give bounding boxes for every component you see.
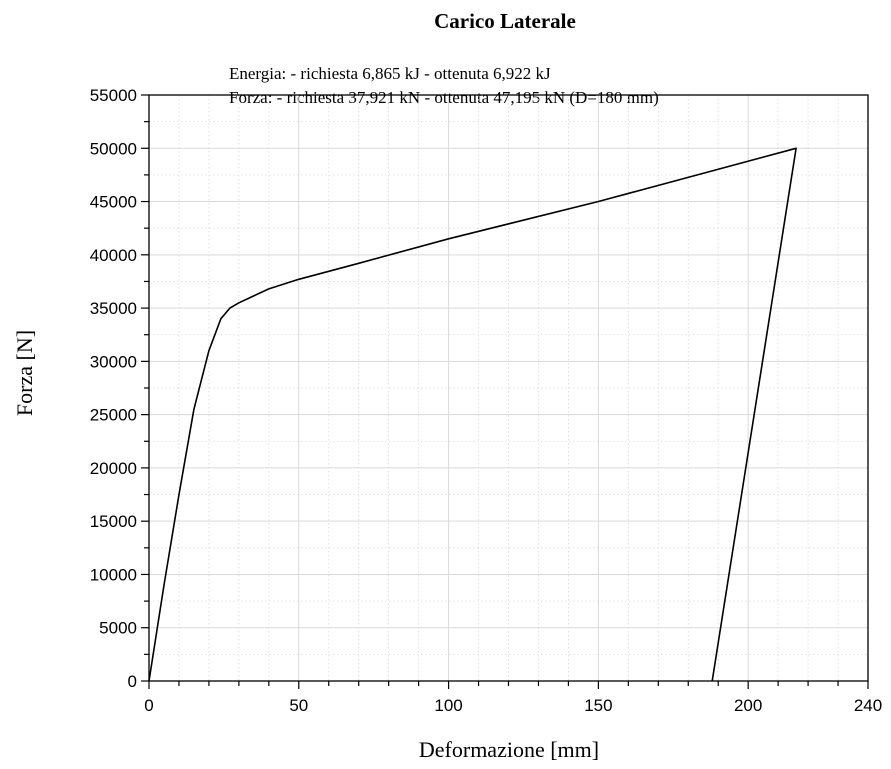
- x-tick-label: 150: [584, 696, 612, 715]
- y-axis: 0 5000 10000 15000 20000 25000 30000 35000 40000…: [90, 86, 149, 691]
- annotation-force: Forza: - richiesta 37,921 kN - ottenuta …: [229, 88, 659, 107]
- y-tick-label: 10000: [90, 565, 137, 584]
- y-tick-label: 30000: [90, 352, 137, 371]
- y-tick-label: 50000: [90, 139, 137, 158]
- y-tick-label: 55000: [90, 86, 137, 105]
- y-tick-label: 5000: [99, 619, 137, 638]
- y-tick-label: 15000: [90, 512, 137, 531]
- y-tick-label: 20000: [90, 459, 137, 478]
- y-tick-label: 45000: [90, 193, 137, 212]
- x-axis-label: Deformazione [mm]: [419, 737, 599, 762]
- y-tick-label: 0: [128, 672, 137, 691]
- chart-title: Carico Laterale: [434, 9, 576, 33]
- x-tick-label: 200: [734, 696, 762, 715]
- y-tick-label: 35000: [90, 299, 137, 318]
- annotation-energy: Energia: - richiesta 6,865 kJ - ottenuta…: [229, 64, 551, 83]
- x-tick-label: 0: [144, 696, 153, 715]
- x-tick-label: 100: [434, 696, 462, 715]
- y-axis-label: Forza [N]: [12, 330, 37, 416]
- x-tick-label: 50: [289, 696, 308, 715]
- x-axis: 0 50 100 150 200 240: [144, 681, 882, 715]
- y-tick-label: 40000: [90, 246, 137, 265]
- grid: [149, 95, 868, 681]
- series-line: [148, 147, 797, 682]
- x-tick-label: 240: [854, 696, 882, 715]
- y-tick-label: 25000: [90, 406, 137, 425]
